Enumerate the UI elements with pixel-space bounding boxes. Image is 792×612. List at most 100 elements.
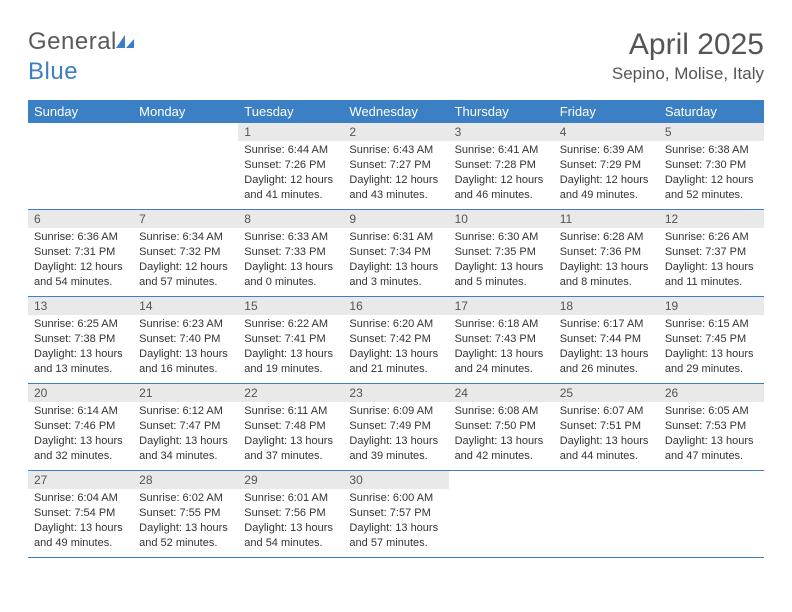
calendar-cell: 20Sunrise: 6:14 AMSunset: 7:46 PMDayligh… bbox=[28, 384, 133, 471]
weekday-header-row: SundayMondayTuesdayWednesdayThursdayFrid… bbox=[28, 100, 764, 123]
calendar-cell: 28Sunrise: 6:02 AMSunset: 7:55 PMDayligh… bbox=[133, 471, 238, 558]
calendar-row: 20Sunrise: 6:14 AMSunset: 7:46 PMDayligh… bbox=[28, 384, 764, 471]
calendar-cell: 6Sunrise: 6:36 AMSunset: 7:31 PMDaylight… bbox=[28, 210, 133, 297]
calendar-cell: 10Sunrise: 6:30 AMSunset: 7:35 PMDayligh… bbox=[449, 210, 554, 297]
day-details: Sunrise: 6:00 AMSunset: 7:57 PMDaylight:… bbox=[343, 489, 448, 554]
day-number: 15 bbox=[238, 297, 343, 315]
day-details: Sunrise: 6:09 AMSunset: 7:49 PMDaylight:… bbox=[343, 402, 448, 467]
day-number: 5 bbox=[659, 123, 764, 141]
day-number: 14 bbox=[133, 297, 238, 315]
header: General Blue April 2025 Sepino, Molise, … bbox=[28, 28, 764, 86]
calendar-row: 27Sunrise: 6:04 AMSunset: 7:54 PMDayligh… bbox=[28, 471, 764, 558]
day-number: 2 bbox=[343, 123, 448, 141]
calendar-cell: 13Sunrise: 6:25 AMSunset: 7:38 PMDayligh… bbox=[28, 297, 133, 384]
calendar-row: 1Sunrise: 6:44 AMSunset: 7:26 PMDaylight… bbox=[28, 123, 764, 210]
day-number: 7 bbox=[133, 210, 238, 228]
day-details: Sunrise: 6:12 AMSunset: 7:47 PMDaylight:… bbox=[133, 402, 238, 467]
day-details: Sunrise: 6:39 AMSunset: 7:29 PMDaylight:… bbox=[554, 141, 659, 206]
calendar-cell: 11Sunrise: 6:28 AMSunset: 7:36 PMDayligh… bbox=[554, 210, 659, 297]
day-details: Sunrise: 6:18 AMSunset: 7:43 PMDaylight:… bbox=[449, 315, 554, 380]
calendar-cell: 5Sunrise: 6:38 AMSunset: 7:30 PMDaylight… bbox=[659, 123, 764, 210]
weekday-header: Wednesday bbox=[343, 100, 448, 123]
calendar-body: 1Sunrise: 6:44 AMSunset: 7:26 PMDaylight… bbox=[28, 123, 764, 558]
day-details: Sunrise: 6:41 AMSunset: 7:28 PMDaylight:… bbox=[449, 141, 554, 206]
calendar-cell: 8Sunrise: 6:33 AMSunset: 7:33 PMDaylight… bbox=[238, 210, 343, 297]
day-number: 22 bbox=[238, 384, 343, 402]
day-number: 30 bbox=[343, 471, 448, 489]
weekday-header: Monday bbox=[133, 100, 238, 123]
day-details: Sunrise: 6:04 AMSunset: 7:54 PMDaylight:… bbox=[28, 489, 133, 554]
day-number: 27 bbox=[28, 471, 133, 489]
day-details: Sunrise: 6:23 AMSunset: 7:40 PMDaylight:… bbox=[133, 315, 238, 380]
day-number: 6 bbox=[28, 210, 133, 228]
calendar-cell bbox=[659, 471, 764, 558]
day-details: Sunrise: 6:36 AMSunset: 7:31 PMDaylight:… bbox=[28, 228, 133, 293]
day-details: Sunrise: 6:02 AMSunset: 7:55 PMDaylight:… bbox=[133, 489, 238, 554]
location: Sepino, Molise, Italy bbox=[612, 64, 764, 84]
calendar-cell: 7Sunrise: 6:34 AMSunset: 7:32 PMDaylight… bbox=[133, 210, 238, 297]
day-number: 8 bbox=[238, 210, 343, 228]
day-number: 25 bbox=[554, 384, 659, 402]
day-number: 23 bbox=[343, 384, 448, 402]
day-details: Sunrise: 6:34 AMSunset: 7:32 PMDaylight:… bbox=[133, 228, 238, 293]
day-number: 29 bbox=[238, 471, 343, 489]
calendar-cell: 14Sunrise: 6:23 AMSunset: 7:40 PMDayligh… bbox=[133, 297, 238, 384]
brand-logo: General Blue bbox=[28, 28, 134, 86]
day-details: Sunrise: 6:25 AMSunset: 7:38 PMDaylight:… bbox=[28, 315, 133, 380]
calendar-cell: 22Sunrise: 6:11 AMSunset: 7:48 PMDayligh… bbox=[238, 384, 343, 471]
calendar-cell bbox=[28, 123, 133, 210]
calendar-cell: 23Sunrise: 6:09 AMSunset: 7:49 PMDayligh… bbox=[343, 384, 448, 471]
day-number: 28 bbox=[133, 471, 238, 489]
calendar-cell: 9Sunrise: 6:31 AMSunset: 7:34 PMDaylight… bbox=[343, 210, 448, 297]
day-details: Sunrise: 6:20 AMSunset: 7:42 PMDaylight:… bbox=[343, 315, 448, 380]
day-details: Sunrise: 6:38 AMSunset: 7:30 PMDaylight:… bbox=[659, 141, 764, 206]
calendar-cell: 4Sunrise: 6:39 AMSunset: 7:29 PMDaylight… bbox=[554, 123, 659, 210]
day-details: Sunrise: 6:31 AMSunset: 7:34 PMDaylight:… bbox=[343, 228, 448, 293]
day-details: Sunrise: 6:14 AMSunset: 7:46 PMDaylight:… bbox=[28, 402, 133, 467]
brand-sail-icon bbox=[114, 30, 136, 58]
calendar-cell: 30Sunrise: 6:00 AMSunset: 7:57 PMDayligh… bbox=[343, 471, 448, 558]
calendar-cell bbox=[554, 471, 659, 558]
calendar-cell: 24Sunrise: 6:08 AMSunset: 7:50 PMDayligh… bbox=[449, 384, 554, 471]
day-number: 13 bbox=[28, 297, 133, 315]
weekday-header: Friday bbox=[554, 100, 659, 123]
calendar-cell: 17Sunrise: 6:18 AMSunset: 7:43 PMDayligh… bbox=[449, 297, 554, 384]
day-details: Sunrise: 6:26 AMSunset: 7:37 PMDaylight:… bbox=[659, 228, 764, 293]
day-details: Sunrise: 6:07 AMSunset: 7:51 PMDaylight:… bbox=[554, 402, 659, 467]
calendar-cell: 21Sunrise: 6:12 AMSunset: 7:47 PMDayligh… bbox=[133, 384, 238, 471]
day-number: 10 bbox=[449, 210, 554, 228]
day-number: 1 bbox=[238, 123, 343, 141]
day-number: 19 bbox=[659, 297, 764, 315]
calendar-cell bbox=[133, 123, 238, 210]
day-number: 17 bbox=[449, 297, 554, 315]
calendar-cell: 29Sunrise: 6:01 AMSunset: 7:56 PMDayligh… bbox=[238, 471, 343, 558]
calendar-cell: 2Sunrise: 6:43 AMSunset: 7:27 PMDaylight… bbox=[343, 123, 448, 210]
day-number: 20 bbox=[28, 384, 133, 402]
day-details: Sunrise: 6:01 AMSunset: 7:56 PMDaylight:… bbox=[238, 489, 343, 554]
day-details: Sunrise: 6:43 AMSunset: 7:27 PMDaylight:… bbox=[343, 141, 448, 206]
calendar-cell: 26Sunrise: 6:05 AMSunset: 7:53 PMDayligh… bbox=[659, 384, 764, 471]
calendar-row: 6Sunrise: 6:36 AMSunset: 7:31 PMDaylight… bbox=[28, 210, 764, 297]
weekday-header: Saturday bbox=[659, 100, 764, 123]
day-number: 26 bbox=[659, 384, 764, 402]
day-number: 11 bbox=[554, 210, 659, 228]
weekday-header: Sunday bbox=[28, 100, 133, 123]
day-number: 9 bbox=[343, 210, 448, 228]
calendar-cell: 1Sunrise: 6:44 AMSunset: 7:26 PMDaylight… bbox=[238, 123, 343, 210]
day-details: Sunrise: 6:33 AMSunset: 7:33 PMDaylight:… bbox=[238, 228, 343, 293]
day-details: Sunrise: 6:15 AMSunset: 7:45 PMDaylight:… bbox=[659, 315, 764, 380]
calendar-table: SundayMondayTuesdayWednesdayThursdayFrid… bbox=[28, 100, 764, 558]
month-title: April 2025 bbox=[612, 28, 764, 62]
calendar-cell: 27Sunrise: 6:04 AMSunset: 7:54 PMDayligh… bbox=[28, 471, 133, 558]
calendar-cell: 12Sunrise: 6:26 AMSunset: 7:37 PMDayligh… bbox=[659, 210, 764, 297]
calendar-cell: 3Sunrise: 6:41 AMSunset: 7:28 PMDaylight… bbox=[449, 123, 554, 210]
day-number: 24 bbox=[449, 384, 554, 402]
day-details: Sunrise: 6:08 AMSunset: 7:50 PMDaylight:… bbox=[449, 402, 554, 467]
day-number: 21 bbox=[133, 384, 238, 402]
weekday-header: Thursday bbox=[449, 100, 554, 123]
calendar-cell: 19Sunrise: 6:15 AMSunset: 7:45 PMDayligh… bbox=[659, 297, 764, 384]
calendar-cell bbox=[449, 471, 554, 558]
calendar-cell: 18Sunrise: 6:17 AMSunset: 7:44 PMDayligh… bbox=[554, 297, 659, 384]
day-number: 12 bbox=[659, 210, 764, 228]
brand-part2: Blue bbox=[28, 58, 78, 85]
